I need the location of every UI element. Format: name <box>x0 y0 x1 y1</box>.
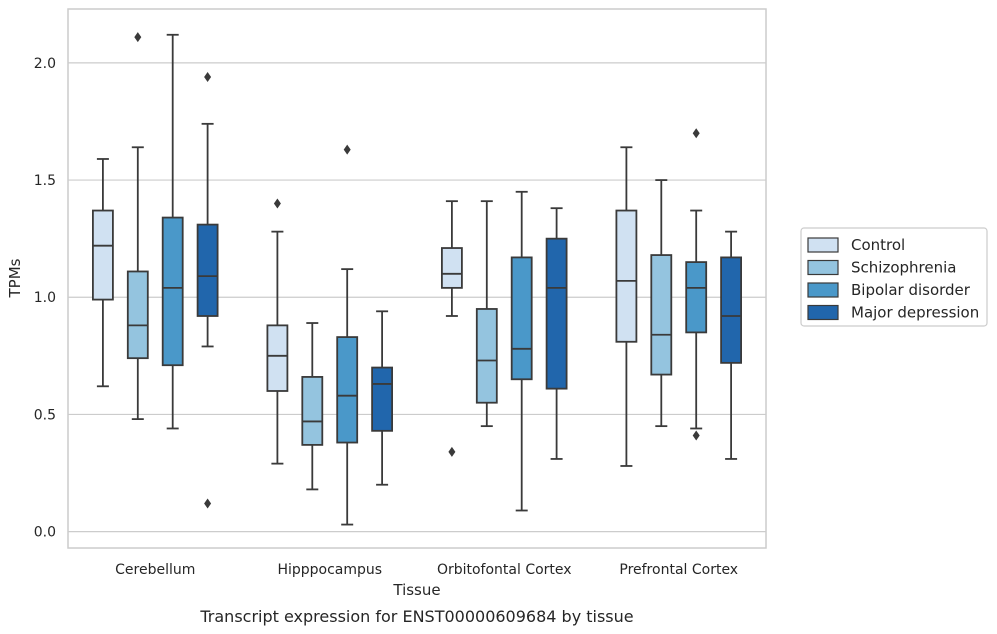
box-body <box>161 216 184 367</box>
y-tick-label: 1.5 <box>34 173 56 189</box>
legend-label: Major depression <box>851 304 979 322</box>
box <box>650 179 673 428</box>
box-body <box>196 223 219 317</box>
x-axis-ticks: Cerebellum Hipppocampus Orbitofontal Corte… <box>115 562 738 578</box>
outlier-point <box>343 144 351 155</box>
box-body <box>685 261 708 334</box>
box-body <box>440 247 463 289</box>
y-tick-label: 2.0 <box>34 56 56 72</box>
box-body <box>336 336 359 444</box>
box-body <box>92 209 114 301</box>
box-series <box>92 32 742 526</box>
x-tick-label: Hipppocampus <box>277 562 382 578</box>
box <box>510 190 533 512</box>
box <box>720 230 742 460</box>
legend-item: Bipolar disorder <box>807 281 971 299</box>
legend: Control Schizophrenia Bipolar disorder Majo… <box>800 227 988 327</box>
box <box>92 158 114 388</box>
box <box>371 310 394 486</box>
legend-label: Bipolar disorder <box>851 281 971 299</box>
box <box>685 128 708 441</box>
box-body <box>371 366 394 432</box>
box-body <box>615 209 638 343</box>
x-tick-label: Prefrontal Cortex <box>619 562 738 578</box>
y-tick-label: 0.5 <box>34 407 56 423</box>
outlier-point <box>134 32 142 43</box>
box-body <box>301 376 324 446</box>
box-body <box>720 256 742 364</box>
y-tick-label: 1.0 <box>34 290 56 306</box>
box <box>440 200 463 457</box>
legend-frame <box>800 227 988 327</box>
x-axis-label: Tissue <box>392 581 440 599</box>
outlier-point <box>692 128 700 139</box>
legend-swatch <box>807 259 839 276</box>
box <box>301 322 324 491</box>
x-tick-label: Orbitofontal Cortex <box>437 562 572 578</box>
plot-frame <box>67 8 767 549</box>
box-body <box>650 254 673 376</box>
box <box>266 198 289 465</box>
legend-swatch <box>807 282 839 298</box>
box <box>126 32 149 421</box>
legend-item: Major depression <box>807 304 979 322</box>
box-body <box>126 270 149 360</box>
outlier-point <box>204 71 212 82</box>
legend-item: Control <box>807 236 905 254</box>
box <box>196 71 219 509</box>
legend-swatch <box>807 304 839 321</box>
chart-caption: Transcript expression for ENST0000060968… <box>199 607 633 626</box>
box <box>615 146 638 467</box>
outlier-point <box>273 198 281 209</box>
x-tick-label: Cerebellum <box>115 562 195 578</box>
legend-item: Schizophrenia <box>807 259 956 277</box>
legend-swatch <box>807 237 839 253</box>
box-body <box>475 308 498 404</box>
y-axis-label: TPMs <box>6 258 24 298</box>
box-body <box>266 324 289 392</box>
box <box>545 207 568 460</box>
gridlines <box>68 62 766 533</box>
box <box>336 144 359 526</box>
box-body <box>510 256 533 381</box>
outlier-point <box>448 446 456 457</box>
y-axis-ticks: 0.0 0.5 1.0 1.5 2.0 <box>34 56 56 541</box>
legend-label: Control <box>851 236 905 254</box>
box <box>161 33 184 430</box>
box <box>475 200 498 428</box>
outlier-point <box>692 430 700 441</box>
box-body <box>545 237 568 390</box>
legend-label: Schizophrenia <box>851 259 956 277</box>
outlier-point <box>204 498 212 509</box>
y-tick-label: 0.0 <box>34 525 56 541</box>
